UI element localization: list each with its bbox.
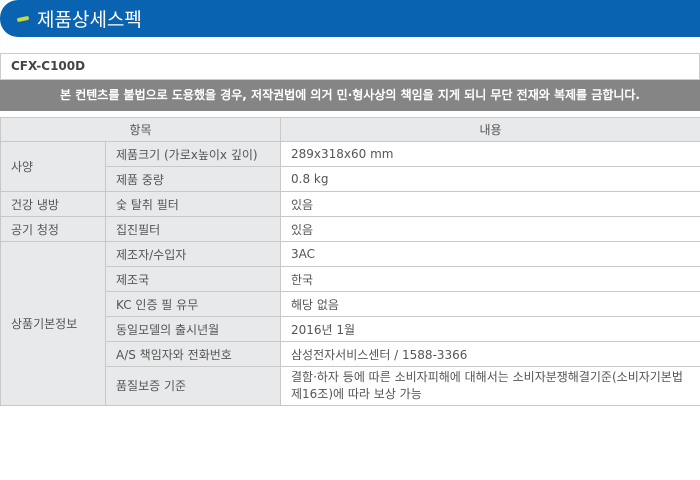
copyright-notice: 본 컨텐츠를 불법으로 도용했을 경우, 저작권법에 의거 민·형사상의 책임을… xyxy=(0,80,700,111)
model-name: CFX-C100D xyxy=(0,53,700,80)
spec-value: 있음 xyxy=(280,216,700,242)
spec-value: 2016년 1월 xyxy=(280,316,700,342)
spec-value: 3AC xyxy=(280,241,700,267)
spec-value: 289x318x60 mm xyxy=(280,141,700,167)
group-label: 사양 xyxy=(0,141,106,192)
section-header: 제품상세스펙 xyxy=(0,0,700,37)
table-row: A/S 책임자와 전화번호 삼성전자서비스센터 / 1588-3366 xyxy=(1,341,700,367)
table-row: 동일모델의 출시년월 2016년 1월 xyxy=(1,316,700,342)
table-row: 제품 중량 0.8 kg xyxy=(1,166,700,192)
spec-value: 삼성전자서비스센터 / 1588-3366 xyxy=(280,341,700,367)
table-row: KC 인증 필 유무 해당 없음 xyxy=(1,291,700,317)
table-row: 제조국 한국 xyxy=(1,266,700,292)
spec-item: 동일모델의 출시년월 xyxy=(105,316,281,342)
spec-value: 있음 xyxy=(280,191,700,217)
spec-value: 한국 xyxy=(280,266,700,292)
spec-item: 제품크기 (가로x높이x 깊이) xyxy=(105,141,281,167)
spec-value: 0.8 kg xyxy=(280,166,700,192)
group-label: 공기 청정 xyxy=(0,216,106,242)
header-item: 항목 xyxy=(0,117,281,142)
table-row: 품질보증 기준 결함·하자 등에 따른 소비자피해에 대해서는 소비자분쟁해결기준… xyxy=(1,366,700,406)
table-row: 공기 청정 집진필터 있음 xyxy=(0,216,700,242)
table-row: 상품기본정보 제조자/수입자 3AC xyxy=(0,241,700,406)
spec-item: 품질보증 기준 xyxy=(105,366,281,406)
spec-value: 해당 없음 xyxy=(280,291,700,317)
spec-item: A/S 책임자와 전화번호 xyxy=(105,341,281,367)
group-label: 상품기본정보 xyxy=(0,241,106,406)
spec-item: 집진필터 xyxy=(105,216,281,242)
table-row: 사양 제품크기 (가로x높이x 깊이) 289x318x60 mm xyxy=(0,141,700,192)
dash-icon xyxy=(16,15,30,22)
header-content: 내용 xyxy=(280,117,700,142)
group-label: 건강 냉방 xyxy=(0,191,106,217)
spec-table: 항목 내용 사양 제품크기 (가로x높이x 깊이) 289x318x60 mm 제품 … xyxy=(0,117,700,406)
spec-item: 제조자/수입자 xyxy=(105,241,281,267)
table-row: 건강 냉방 숯 탈취 필터 있음 xyxy=(0,191,700,217)
spec-item: 숯 탈취 필터 xyxy=(105,191,281,217)
spec-item: KC 인증 필 유무 xyxy=(105,291,281,317)
section-title: 제품상세스펙 xyxy=(37,9,142,31)
spec-value: 결함·하자 등에 따른 소비자피해에 대해서는 소비자분쟁해결기준(소비자기본법… xyxy=(280,366,700,406)
spec-item: 제조국 xyxy=(105,266,281,292)
spec-item: 제품 중량 xyxy=(105,166,281,192)
